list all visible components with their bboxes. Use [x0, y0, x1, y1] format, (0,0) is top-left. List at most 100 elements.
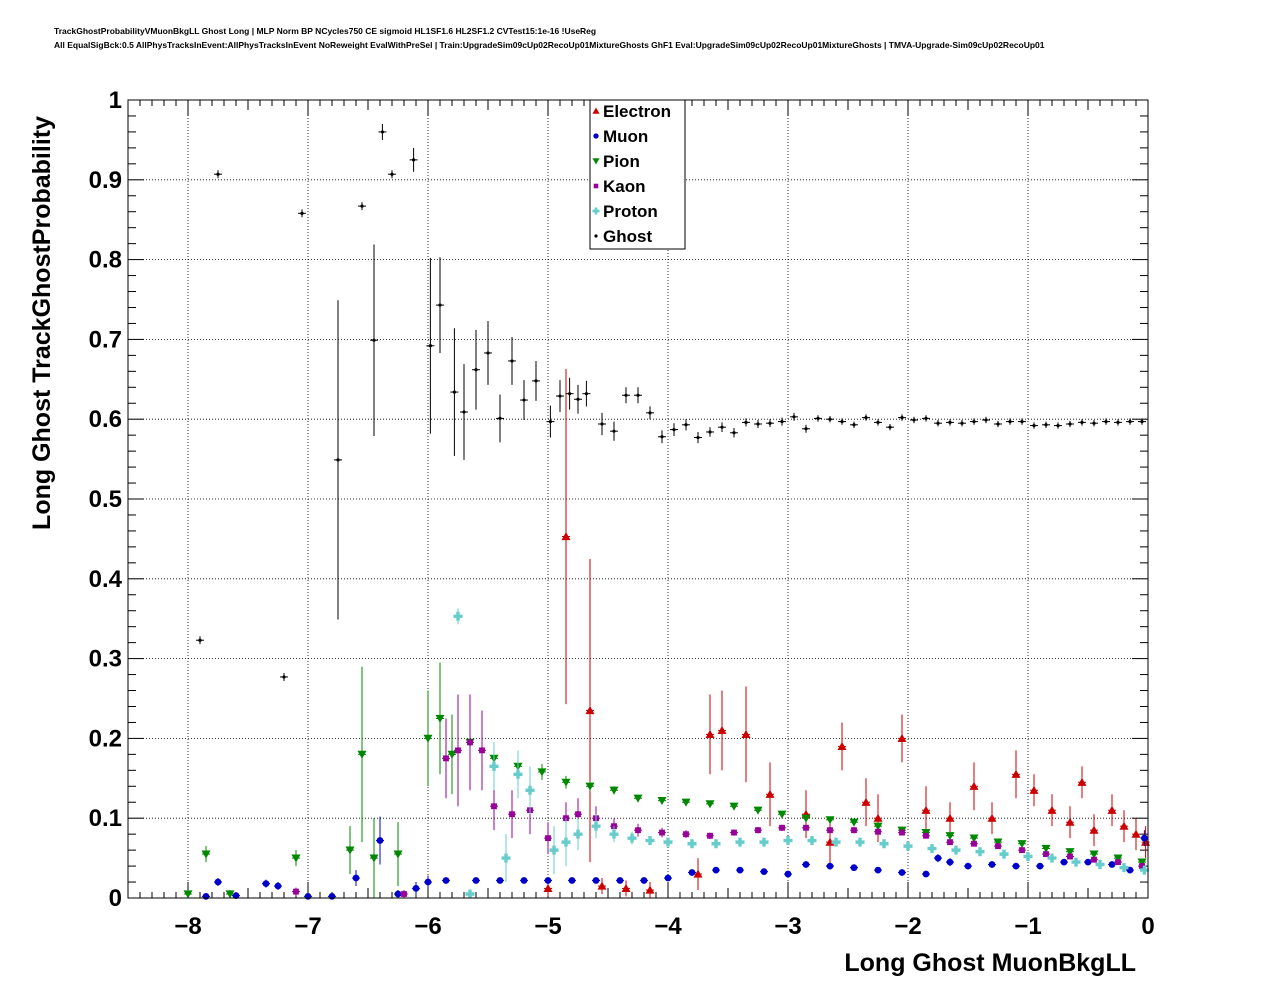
data-point: [423, 734, 433, 743]
data-point: [328, 893, 336, 900]
data-point: [946, 858, 954, 866]
y-tick-label: 0.1: [89, 805, 122, 832]
data-point: [183, 890, 193, 899]
data-point: [947, 839, 953, 846]
data-point: [659, 829, 665, 836]
data-point: [1029, 785, 1039, 794]
data-point: [712, 866, 720, 874]
data-point: [1095, 859, 1105, 869]
data-point: [453, 611, 463, 621]
data-point: [1119, 821, 1129, 830]
data-point: [999, 849, 1009, 859]
data-point: [897, 733, 907, 742]
data-point: [486, 351, 490, 355]
data-point: [262, 880, 270, 888]
data-point: [380, 130, 384, 134]
data-point: [1128, 419, 1132, 424]
data-point: [462, 410, 466, 414]
data-point: [501, 853, 511, 863]
data-point: [633, 794, 643, 803]
data-point: [1115, 859, 1121, 866]
data-point: [509, 811, 515, 818]
data-point: [585, 705, 595, 715]
data-point: [585, 782, 595, 791]
data-point: [1104, 419, 1108, 424]
data-point: [496, 877, 504, 884]
data-point: [922, 870, 930, 878]
data-point: [696, 435, 700, 440]
data-point: [1017, 840, 1027, 849]
data-point: [945, 832, 955, 841]
data-point: [801, 814, 811, 823]
data-point: [1023, 852, 1033, 862]
data-point: [1047, 805, 1057, 814]
data-point: [827, 827, 833, 834]
data-point: [545, 835, 551, 842]
data-point: [1108, 861, 1116, 868]
data-point: [214, 878, 222, 886]
data-point: [921, 805, 931, 814]
data-point: [744, 420, 748, 424]
data-point: [705, 800, 715, 809]
legend-label: Ghost: [603, 227, 652, 246]
data-point: [903, 841, 913, 851]
data-point: [825, 816, 835, 825]
legend-box: [589, 99, 686, 250]
data-point: [534, 379, 538, 383]
data-point: [875, 828, 881, 835]
data-point: [1065, 848, 1075, 857]
data-point: [1141, 834, 1148, 842]
data-point: [850, 864, 858, 872]
x-axis-label: Long Ghost MuonBkgLL: [844, 949, 1136, 977]
data-series: [183, 123, 1151, 900]
data-point: [683, 831, 689, 838]
data-point: [1107, 805, 1117, 814]
data-point: [831, 837, 841, 847]
data-point: [765, 789, 775, 798]
x-tick-label: −4: [654, 913, 682, 940]
data-point: [768, 421, 772, 425]
data-point: [274, 882, 282, 890]
data-point: [855, 837, 865, 847]
x-tick-label: −5: [534, 913, 561, 940]
data-point: [412, 885, 420, 892]
data-point: [591, 821, 601, 831]
data-point: [1077, 777, 1087, 786]
data-point: [1067, 853, 1073, 860]
legend-item-kaon: Kaon: [593, 177, 646, 196]
data-point: [352, 874, 360, 882]
data-point: [336, 458, 340, 462]
data-point: [393, 850, 403, 859]
data-point: [960, 421, 964, 425]
data-point: [705, 729, 715, 739]
data-point: [802, 861, 810, 868]
data-point: [1019, 847, 1025, 854]
data-point: [912, 418, 916, 422]
data-point: [693, 869, 703, 878]
data-point: [756, 422, 760, 426]
data-point: [522, 398, 526, 402]
data-point: [216, 172, 220, 176]
data-point: [1060, 858, 1068, 866]
data-point: [1080, 420, 1084, 424]
data-point: [202, 893, 210, 900]
legend-marker: [594, 234, 598, 238]
data-point: [807, 836, 817, 846]
data-point: [945, 813, 955, 822]
data-point: [609, 786, 619, 795]
data-point: [376, 837, 384, 844]
data-point: [888, 425, 892, 429]
data-point: [826, 862, 834, 870]
data-point: [879, 839, 889, 849]
data-point: [876, 420, 880, 424]
data-point: [760, 868, 768, 876]
data-point: [735, 837, 745, 847]
data-point: [975, 847, 985, 857]
data-point: [898, 869, 906, 876]
data-point: [1044, 423, 1048, 427]
data-point: [861, 797, 871, 806]
data-point: [663, 837, 673, 847]
legend-item-electron: Electron: [592, 102, 671, 121]
y-tick-label: 0.8: [89, 247, 122, 274]
